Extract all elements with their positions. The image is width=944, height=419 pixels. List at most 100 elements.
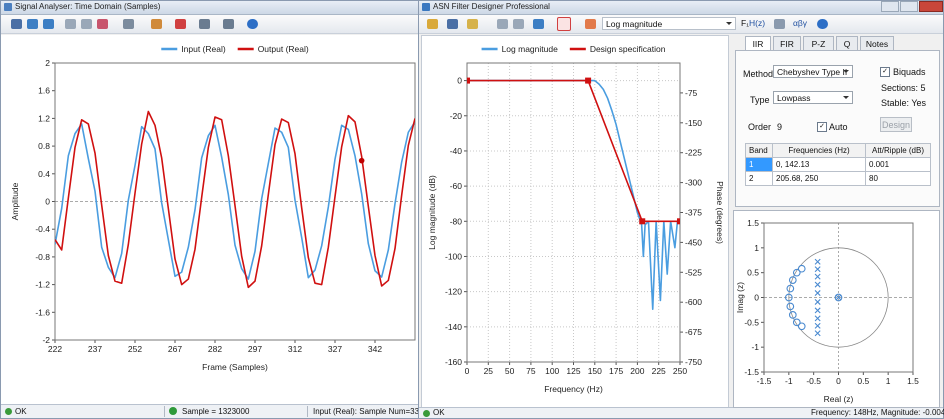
x-tick-label: -1.5 xyxy=(757,376,772,386)
zero-marker xyxy=(786,302,795,311)
table-cell[interactable]: 1 xyxy=(745,157,773,172)
minimize-button[interactable] xyxy=(881,1,899,12)
zero-marker xyxy=(786,284,795,293)
table-header: Frequencies (Hz) xyxy=(772,143,866,158)
tab[interactable]: P-Z xyxy=(803,36,834,50)
x-tick-label: 1 xyxy=(886,376,891,386)
greek-button[interactable]: αβγ xyxy=(793,18,808,28)
y2-axis-label: Phase (degrees) xyxy=(715,181,725,244)
y2-tick-label: -750 xyxy=(685,357,702,367)
info-button[interactable] xyxy=(247,19,258,29)
design-button[interactable]: Design xyxy=(880,117,912,132)
x-axis-label: Real (z) xyxy=(824,394,854,404)
legend: Input (Real) Output (Real) xyxy=(161,44,309,54)
zero-marker xyxy=(834,293,843,302)
save-button[interactable] xyxy=(11,19,22,29)
auto-checkbox[interactable]: ✓ xyxy=(817,122,827,132)
order-value[interactable]: 9 xyxy=(777,122,783,132)
filter-button[interactable] xyxy=(199,19,210,29)
spec-marker xyxy=(467,77,470,84)
plot-area xyxy=(467,63,680,362)
zoom-out-button[interactable] xyxy=(513,19,524,29)
save-button[interactable] xyxy=(447,19,458,29)
help-button[interactable] xyxy=(817,19,828,29)
zero-marker xyxy=(797,264,806,273)
y-tick-label: 0 xyxy=(457,76,462,86)
bell-button[interactable] xyxy=(467,19,478,29)
magnitude-chart: 0 25 50 75 100 125 150 175 200 225 250 -160 -140 -120… xyxy=(427,44,725,394)
y2-tick-label: -75 xyxy=(685,88,698,98)
x-tick-label: 75 xyxy=(526,366,536,376)
x-tick-label: 327 xyxy=(328,344,342,354)
zoom-in-button[interactable] xyxy=(497,19,508,29)
x-tick-label: 25 xyxy=(484,366,494,376)
maximize-button[interactable] xyxy=(900,1,918,12)
tab[interactable]: Q xyxy=(836,36,858,50)
title-bar: Signal Analyser: Time Domain (Samples) xyxy=(1,1,418,15)
y-tick-label: -1.2 xyxy=(35,280,50,290)
refresh-button[interactable] xyxy=(533,19,544,29)
x-tick-label: -0.5 xyxy=(806,376,821,386)
open-button[interactable] xyxy=(427,19,438,29)
wave-button[interactable] xyxy=(151,19,162,29)
x-tick-label: 0 xyxy=(836,376,841,386)
zoom-in-button[interactable] xyxy=(65,19,76,29)
table-header: Att/Ripple (dB) xyxy=(865,143,931,158)
spec-button[interactable] xyxy=(557,17,571,31)
pole-marker xyxy=(814,330,821,337)
app-icon xyxy=(422,3,430,11)
y2-tick-label: -150 xyxy=(685,118,702,128)
y-tick-label: 1.2 xyxy=(38,113,50,123)
status-bar: OK Sample = 1323000 Input (Real): Sample… xyxy=(1,404,433,418)
tab[interactable]: Notes xyxy=(860,36,894,50)
y-axis-label: Log magnitude (dB) xyxy=(427,175,437,250)
biquads-checkbox[interactable]: ✓ xyxy=(880,67,890,77)
x-tick-label: 225 xyxy=(652,366,666,376)
legend-label: Log magnitude xyxy=(502,44,559,54)
pole-marker xyxy=(835,294,842,301)
method-select[interactable]: Chebyshev Type II xyxy=(773,65,853,78)
x-tick-label: 100 xyxy=(545,366,559,376)
status-sample: Sample = 1323000 xyxy=(182,407,250,416)
signal-button[interactable] xyxy=(97,19,108,29)
table-header: Band xyxy=(745,143,773,158)
unit-circle xyxy=(788,247,889,348)
hz-button[interactable]: H(z) xyxy=(749,18,766,28)
zero-marker xyxy=(784,293,793,302)
table-cell[interactable]: 0.001 xyxy=(865,157,931,172)
f-button[interactable]: F₁ xyxy=(741,18,750,28)
spec-marker xyxy=(677,218,680,225)
order-label: Order xyxy=(748,122,772,132)
points-button[interactable] xyxy=(585,19,596,29)
method-label: Method xyxy=(743,69,774,79)
refresh-button[interactable] xyxy=(27,19,38,29)
y-tick-label: 0.5 xyxy=(747,268,759,278)
table-cell[interactable]: 205.68, 250 xyxy=(772,171,866,186)
zero-marker xyxy=(797,322,806,331)
tools-button[interactable] xyxy=(774,19,785,29)
tab[interactable]: FIR xyxy=(773,36,801,50)
y-tick-label: -0.5 xyxy=(744,317,759,327)
table-cell[interactable]: 80 xyxy=(865,171,931,186)
x-axis-label: Frame (Samples) xyxy=(202,362,268,372)
list-button[interactable] xyxy=(123,19,134,29)
close-button[interactable] xyxy=(919,1,943,12)
view-select[interactable]: Log magnitude xyxy=(602,17,736,30)
table-cell[interactable]: 0, 142.13 xyxy=(772,157,866,172)
pole-marker xyxy=(814,258,821,265)
undo-button[interactable] xyxy=(43,19,54,29)
scope-button[interactable] xyxy=(223,19,234,29)
line-button[interactable] xyxy=(175,19,186,29)
pole-marker xyxy=(814,290,821,297)
tab[interactable]: IIR xyxy=(745,36,771,50)
x-tick-label: 267 xyxy=(168,344,182,354)
table-cell[interactable]: 2 xyxy=(745,171,773,186)
type-select[interactable]: Lowpass xyxy=(773,91,853,104)
plot-marks xyxy=(467,77,680,311)
zoom-out-button[interactable] xyxy=(81,19,92,29)
plot-frame xyxy=(54,62,416,341)
zero-marker xyxy=(788,311,797,319)
y-tick-label: -2 xyxy=(42,335,50,345)
x-tick-label: 175 xyxy=(609,366,623,376)
pole-marker xyxy=(814,281,821,288)
